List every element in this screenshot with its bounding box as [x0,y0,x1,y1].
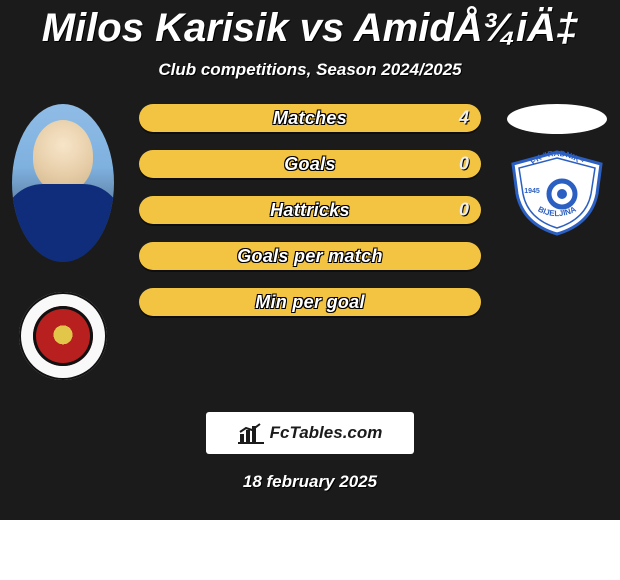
radnik-badge-icon: FK "RADNIK" BIJELJINA 1945 [507,148,607,236]
sloboda-badge-icon [19,292,107,380]
stat-bar-gpm: Goals per match [139,242,481,270]
stat-label: Goals [284,154,336,175]
title-player2: AmidÅ¾iÄ‡ [354,6,579,50]
stat-bar-hattricks: Hattricks 0 [139,196,481,224]
date-line: 18 february 2025 [0,472,620,492]
player2-avatar-blank [507,104,607,134]
page-title: Milos Karisik vs AmidÅ¾iÄ‡ [0,0,620,54]
chart-icon [238,422,264,444]
right-column: FK "RADNIK" BIJELJINA 1945 [501,104,613,236]
brand-pill[interactable]: FcTables.com [206,412,414,454]
comparison-card: Milos Karisik vs AmidÅ¾iÄ‡ Club competit… [0,0,620,520]
subtitle: Club competitions, Season 2024/2025 [0,60,620,80]
stat-bar-matches: Matches 4 [139,104,481,132]
title-vs: vs [300,6,345,50]
stat-label: Matches [273,108,347,129]
radnik-year: 1945 [524,188,540,195]
stat-value-right: 4 [459,108,469,129]
title-player1: Milos Karisik [42,6,289,50]
left-column [7,104,119,380]
stat-label: Min per goal [255,292,365,313]
player1-avatar [12,104,114,262]
content-row: Matches 4 Goals 0 Hattricks 0 Goals per … [0,104,620,380]
stat-bar-mpg: Min per goal [139,288,481,316]
stat-label: Hattricks [270,200,350,221]
brand-text: FcTables.com [270,423,383,443]
stats-bars: Matches 4 Goals 0 Hattricks 0 Goals per … [139,104,481,316]
stat-label: Goals per match [237,246,383,267]
stat-value-right: 0 [459,200,469,221]
stat-bar-goals: Goals 0 [139,150,481,178]
stat-value-right: 0 [459,154,469,175]
